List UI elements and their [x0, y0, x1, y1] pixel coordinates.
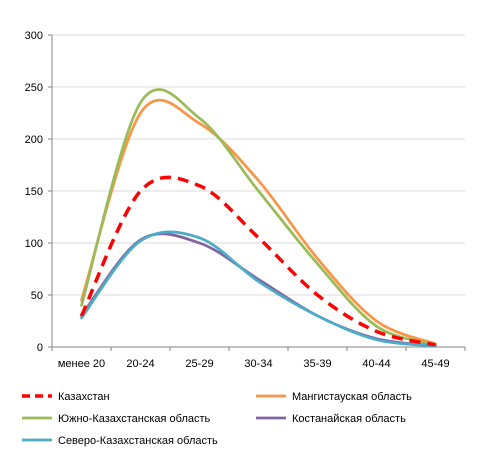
axes: 0 50 100 150 200 250 300 менее 20 20-24 25-29 30-3… [25, 30, 466, 370]
grid-lines [52, 34, 465, 296]
x-tick-label: 35-39 [303, 358, 331, 370]
y-tick-label: 100 [25, 238, 43, 250]
legend-label: Северо-Казахстанская область [58, 435, 218, 447]
series-line [79, 175, 436, 347]
series-line [80, 88, 437, 347]
x-tick-label: 45-49 [421, 358, 449, 370]
legend-item: Северо-Казахстанская область [22, 435, 218, 447]
legend-label: Южно-Казахстанская область [58, 413, 211, 425]
legend-item: Казахстан [22, 391, 110, 403]
legend: Казахстан Мангистауская область Южно-Казах… [22, 391, 412, 447]
y-tick-label: 200 [25, 134, 43, 146]
y-tick-label: 0 [37, 342, 43, 354]
series-line [80, 230, 437, 348]
x-tick-label: 40-44 [362, 358, 390, 370]
legend-item: Южно-Казахстанская область [22, 413, 211, 425]
x-tick-label: 30-34 [244, 358, 272, 370]
series-lines [79, 88, 437, 348]
y-tick-label: 150 [25, 186, 43, 198]
x-tick-label: 25-29 [185, 358, 213, 370]
legend-item: Костанайская область [256, 413, 406, 425]
x-tick-label: 20-24 [126, 358, 154, 370]
series-line [80, 98, 437, 346]
legend-item: Мангистауская область [256, 391, 412, 403]
x-tick-label: менее 20 [58, 358, 105, 370]
legend-label: Казахстан [58, 391, 110, 403]
legend-label: Костанайская область [292, 413, 406, 425]
y-tick-label: 50 [31, 290, 43, 302]
legend-label: Мангистауская область [292, 391, 412, 403]
y-tick-label: 250 [25, 82, 43, 94]
y-tick-label: 300 [25, 30, 43, 42]
